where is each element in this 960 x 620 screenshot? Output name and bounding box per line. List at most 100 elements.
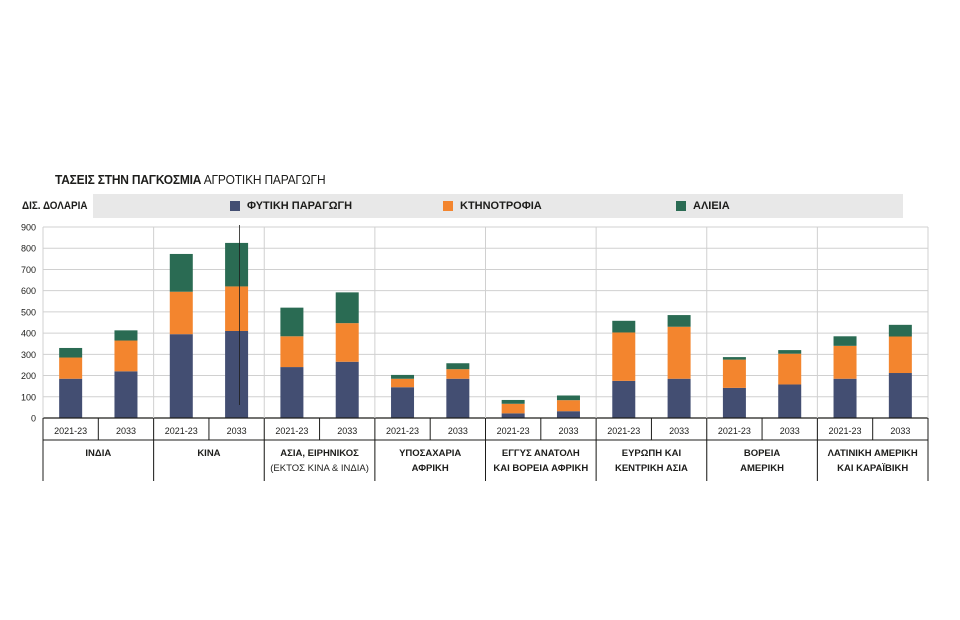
- group-label: ΚΙΝΑ: [197, 448, 220, 459]
- chart-title-bold: ΤΑΣΕΙΣ ΣΤΗΝ ΠΑΓΚΟΣΜΙΑ: [55, 172, 202, 187]
- bar-segment: [778, 353, 802, 385]
- y-tick-label: 300: [21, 350, 36, 360]
- y-tick-label: 100: [21, 392, 36, 402]
- bar-segment: [335, 323, 359, 362]
- group-label: (ΕΚΤΟΣ ΚΙΝΑ & ΙΝΔΙΑ): [270, 463, 369, 474]
- bar-segment: [280, 307, 304, 337]
- bar-segment: [722, 387, 746, 418]
- bar-segment: [225, 286, 249, 331]
- group-label: ΛΑΤΙΝΙΚΗ ΑΜΕΡΙΚΗ: [828, 448, 918, 459]
- y-tick-label: 400: [21, 329, 36, 339]
- legend-label-fish: ΑΛΙΕΙΑ: [693, 200, 730, 212]
- group-label: ΑΣΙΑ, ΕΙΡΗΝΙΚΟΣ: [280, 448, 359, 459]
- bar-segment: [59, 357, 83, 379]
- bar-segment: [335, 292, 359, 324]
- period-label: 2021-23: [829, 426, 862, 436]
- bar-segment: [501, 413, 525, 418]
- bar-segment: [114, 371, 138, 418]
- y-tick-label: 700: [21, 265, 36, 275]
- bar-segment: [556, 400, 580, 412]
- bar-segment: [335, 361, 359, 418]
- legend-item-crop: ΦΥΤΙΚΗ ΠΑΡΑΓΩΓΗ: [230, 200, 352, 212]
- bar-segment: [833, 345, 857, 379]
- y-tick-label: 500: [21, 307, 36, 317]
- bar-segment: [114, 340, 138, 372]
- y-tick-label: 0: [31, 414, 36, 424]
- bar-segment: [556, 395, 580, 401]
- bar-segment: [169, 253, 193, 292]
- bar-segment: [59, 347, 83, 358]
- period-label: 2033: [448, 426, 468, 436]
- bar-segment: [778, 350, 802, 354]
- bar-segment: [446, 369, 470, 379]
- bar-segment: [501, 399, 525, 404]
- group-label: ΕΥΡΩΠΗ ΚΑΙ: [622, 448, 681, 459]
- bar-segment: [391, 378, 415, 388]
- period-label: 2021-23: [607, 426, 640, 436]
- group-label: ΕΓΓΥΣ ΑΝΑΤΟΛΗ: [502, 448, 580, 459]
- bar-segment: [778, 384, 802, 418]
- period-label: 2033: [890, 426, 910, 436]
- bar-segment: [667, 315, 691, 327]
- bar-segment: [612, 332, 636, 381]
- bar-segment: [667, 326, 691, 379]
- bar-segment: [225, 242, 249, 287]
- period-label: 2033: [227, 426, 247, 436]
- y-tick-label: 900: [21, 223, 36, 233]
- period-label: 2021-23: [386, 426, 419, 436]
- group-label: ΑΜΕΡΙΚΗ: [740, 463, 784, 474]
- bar-segment: [612, 380, 636, 418]
- period-label: 2021-23: [165, 426, 198, 436]
- bar-segment: [888, 336, 912, 374]
- period-label: 2033: [116, 426, 136, 436]
- bar-segment: [391, 387, 415, 418]
- period-label: 2033: [337, 426, 357, 436]
- bar-segment: [225, 330, 249, 418]
- chart-title-light: ΑΓΡΟΤΙΚΗ ΠΑΡΑΓΩΓΗ: [203, 172, 326, 187]
- chart-title: ΤΑΣΕΙΣ ΣΤΗΝ ΠΑΓΚΟΣΜΙΑ ΑΓΡΟΤΙΚΗ ΠΑΡΑΓΩΓΗ: [55, 172, 326, 187]
- bar-segment: [169, 334, 193, 418]
- bar-segment: [280, 367, 304, 418]
- group-label: ΒΟΡΕΙΑ: [744, 448, 781, 459]
- legend-swatch-fish: [676, 201, 686, 211]
- bar-segment: [59, 378, 83, 418]
- period-label: 2021-23: [54, 426, 87, 436]
- bar-segment: [391, 374, 415, 379]
- y-tick-label: 600: [21, 286, 36, 296]
- legend-label-crop: ΦΥΤΙΚΗ ΠΑΡΑΓΩΓΗ: [247, 200, 353, 212]
- bar-segment: [888, 373, 912, 418]
- bar-segment: [446, 363, 470, 370]
- bar-segment: [446, 378, 470, 418]
- y-tick-label: 800: [21, 244, 36, 254]
- bar-segment: [280, 336, 304, 368]
- group-label: ΚΑΙ ΚΑΡΑΪΒΙΚΗ: [837, 463, 908, 474]
- legend-swatch-crop: [230, 201, 240, 211]
- period-label: 2021-23: [497, 426, 530, 436]
- bar-segment: [501, 403, 525, 414]
- period-label: 2033: [558, 426, 578, 436]
- group-label: ΙΝΔΙΑ: [85, 448, 111, 459]
- group-label: ΚΕΝΤΡΙΚΗ ΑΣΙΑ: [615, 463, 688, 474]
- period-label: 2033: [780, 426, 800, 436]
- bar-segment: [833, 378, 857, 418]
- bar-segment: [556, 411, 580, 418]
- legend-label-livestock: ΚΤΗΝΟΤΡΟΦΙΑ: [460, 200, 542, 212]
- y-tick-label: 200: [21, 371, 36, 381]
- legend-swatch-livestock: [443, 201, 453, 211]
- bar-segment: [114, 330, 138, 341]
- y-unit-label: ΔΙΣ. ΔΟΛΑΡΙΑ: [22, 200, 88, 212]
- bar-segment: [888, 324, 912, 337]
- group-label: ΑΦΡΙΚΗ: [412, 463, 449, 474]
- bar-segment: [667, 378, 691, 418]
- group-label: ΚΑΙ ΒΟΡΕΙΑ ΑΦΡΙΚΗ: [493, 463, 588, 474]
- legend-item-livestock: ΚΤΗΝΟΤΡΟΦΙΑ: [443, 200, 542, 212]
- bar-segment: [722, 359, 746, 388]
- bar-segment: [833, 336, 857, 346]
- period-label: 2021-23: [275, 426, 308, 436]
- group-label: ΥΠΟΣΑΧΑΡΙΑ: [399, 448, 461, 459]
- legend-item-fish: ΑΛΙΕΙΑ: [676, 200, 730, 212]
- period-label: 2033: [669, 426, 689, 436]
- bar-segment: [722, 357, 746, 360]
- bar-segment: [169, 291, 193, 335]
